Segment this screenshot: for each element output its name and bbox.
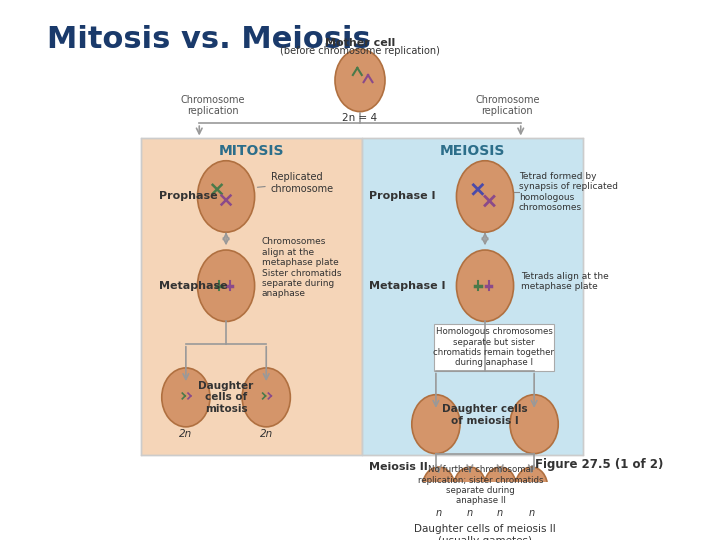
FancyBboxPatch shape [141, 138, 361, 455]
Text: n: n [436, 508, 441, 518]
Text: Tetrads align at the
metaphase plate: Tetrads align at the metaphase plate [521, 272, 608, 291]
Text: Meiosis II: Meiosis II [369, 462, 428, 472]
Ellipse shape [516, 467, 547, 507]
Text: Daughter cells of meiosis II
(usually gametes): Daughter cells of meiosis II (usually ga… [414, 524, 556, 540]
Text: (before chromosome replication): (before chromosome replication) [280, 45, 440, 56]
Ellipse shape [510, 395, 558, 454]
Text: n: n [497, 508, 503, 518]
Text: Chromosome
replication: Chromosome replication [181, 94, 245, 116]
Ellipse shape [242, 368, 290, 427]
Text: Homologous chromosomes
separate but sister
chromatids remain together
during ana: Homologous chromosomes separate but sist… [433, 327, 554, 367]
Ellipse shape [454, 467, 486, 507]
Text: Mitosis vs. Meiosis: Mitosis vs. Meiosis [48, 25, 372, 54]
Ellipse shape [456, 250, 513, 321]
Text: Metaphase: Metaphase [159, 281, 228, 291]
Text: Figure 27.5 (1 of 2): Figure 27.5 (1 of 2) [535, 458, 664, 471]
Text: Replicated
chromosome: Replicated chromosome [257, 172, 334, 194]
Text: 2n: 2n [179, 429, 192, 438]
FancyBboxPatch shape [361, 138, 583, 455]
Text: Daughter
cells of
mitosis: Daughter cells of mitosis [199, 381, 253, 414]
Ellipse shape [412, 395, 460, 454]
Ellipse shape [335, 49, 385, 112]
Text: n: n [467, 508, 473, 518]
Ellipse shape [484, 467, 516, 507]
Text: MEIOSIS: MEIOSIS [440, 144, 505, 158]
Text: 2n: 2n [260, 429, 273, 438]
FancyBboxPatch shape [434, 324, 554, 370]
Text: Daughter cells
of meiosis I: Daughter cells of meiosis I [442, 404, 528, 426]
Text: Chromosomes
align at the
metaphase plate
Sister chromatids
separate during
anaph: Chromosomes align at the metaphase plate… [262, 238, 341, 299]
Text: Chromosome
replication: Chromosome replication [475, 94, 539, 116]
Text: n: n [528, 508, 534, 518]
Text: No further chromosomal
replication; sister chromatids
separate during
anaphase I: No further chromosomal replication; sist… [418, 465, 544, 505]
Ellipse shape [197, 250, 255, 321]
Ellipse shape [423, 467, 454, 507]
Ellipse shape [162, 368, 210, 427]
Ellipse shape [197, 161, 255, 232]
Text: Metaphase I: Metaphase I [369, 281, 446, 291]
Ellipse shape [456, 161, 513, 232]
Text: 2n = 4: 2n = 4 [343, 113, 377, 124]
Text: MITOSIS: MITOSIS [219, 144, 284, 158]
Text: Tetrad formed by
synapsis of replicated
homologous
chromosomes: Tetrad formed by synapsis of replicated … [519, 172, 618, 212]
Text: Prophase I: Prophase I [369, 192, 436, 201]
Text: Prophase: Prophase [159, 192, 217, 201]
Text: Mother cell: Mother cell [325, 37, 395, 48]
